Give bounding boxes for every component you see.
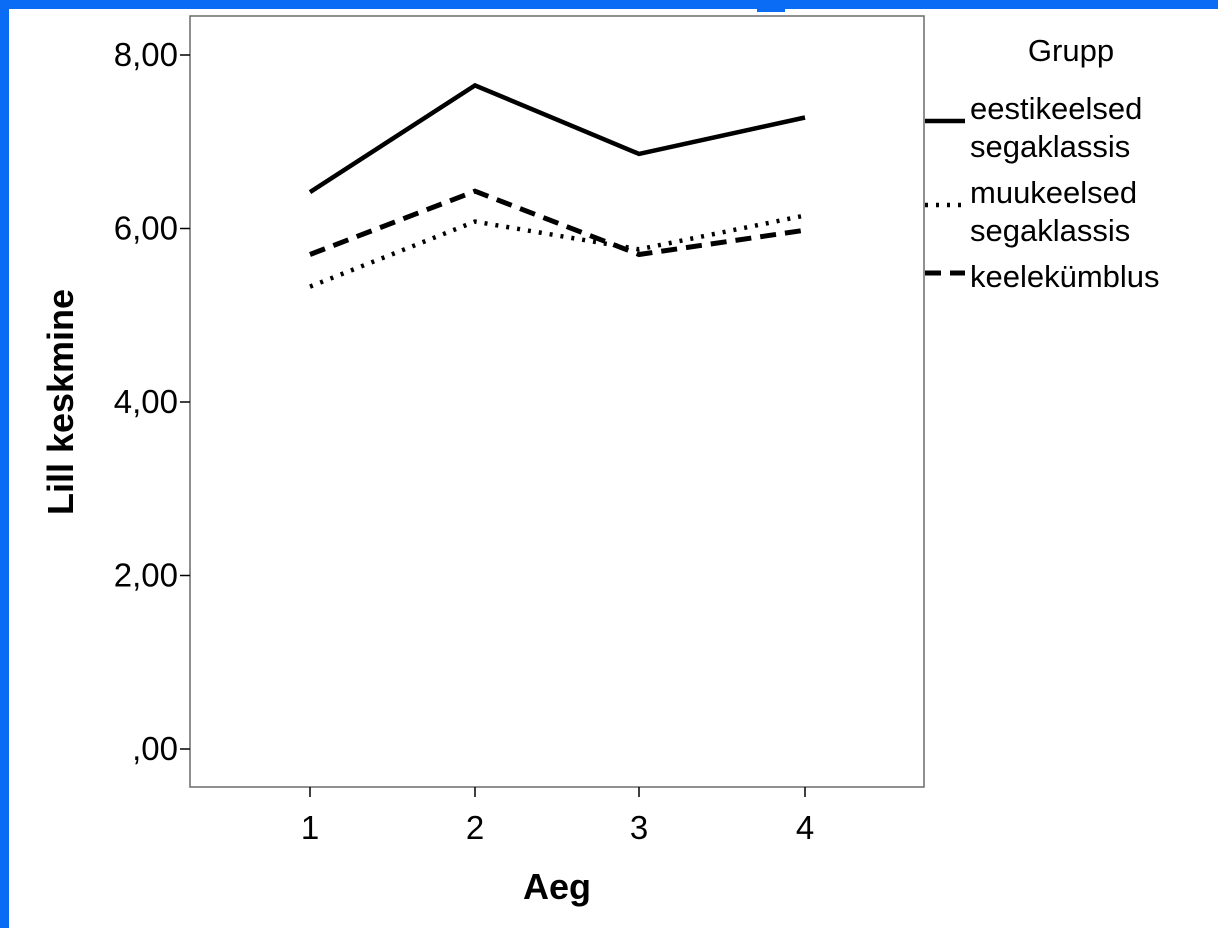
x-tick-label: 3 <box>630 809 648 846</box>
legend-label: keelekümblus <box>970 259 1160 294</box>
y-tick-label: 8,00 <box>114 36 178 73</box>
x-tick-label: 4 <box>796 809 814 846</box>
frame-notch <box>757 0 785 12</box>
legend-label: segaklassis <box>970 213 1130 248</box>
y-axis-title: Lill keskmine <box>40 289 81 515</box>
y-tick-label: 6,00 <box>114 210 178 247</box>
x-tick-label: 1 <box>301 809 319 846</box>
y-axis: ,00 2,00 4,00 6,00 8,00 <box>114 36 190 767</box>
legend: eestikeelsedsegaklassismuukeelsedsegakla… <box>925 91 1160 294</box>
x-axis-title: Aeg <box>523 866 591 907</box>
series-lines <box>308 82 806 289</box>
y-tick-label: 4,00 <box>114 383 178 420</box>
x-tick-label: 2 <box>466 809 484 846</box>
y-tick-label: ,00 <box>132 730 178 767</box>
legend-label: eestikeelsed <box>970 91 1142 126</box>
series-line-2 <box>309 213 806 289</box>
x-axis: 1 2 3 4 <box>301 787 814 846</box>
legend-label: muukeelsed <box>970 175 1137 210</box>
series-line-3 <box>309 188 806 258</box>
plot-area <box>189 15 925 788</box>
series-line-1 <box>308 82 806 194</box>
y-tick-label: 2,00 <box>114 557 178 594</box>
legend-title: Grupp <box>1028 33 1114 68</box>
legend-label: segaklassis <box>970 129 1130 164</box>
